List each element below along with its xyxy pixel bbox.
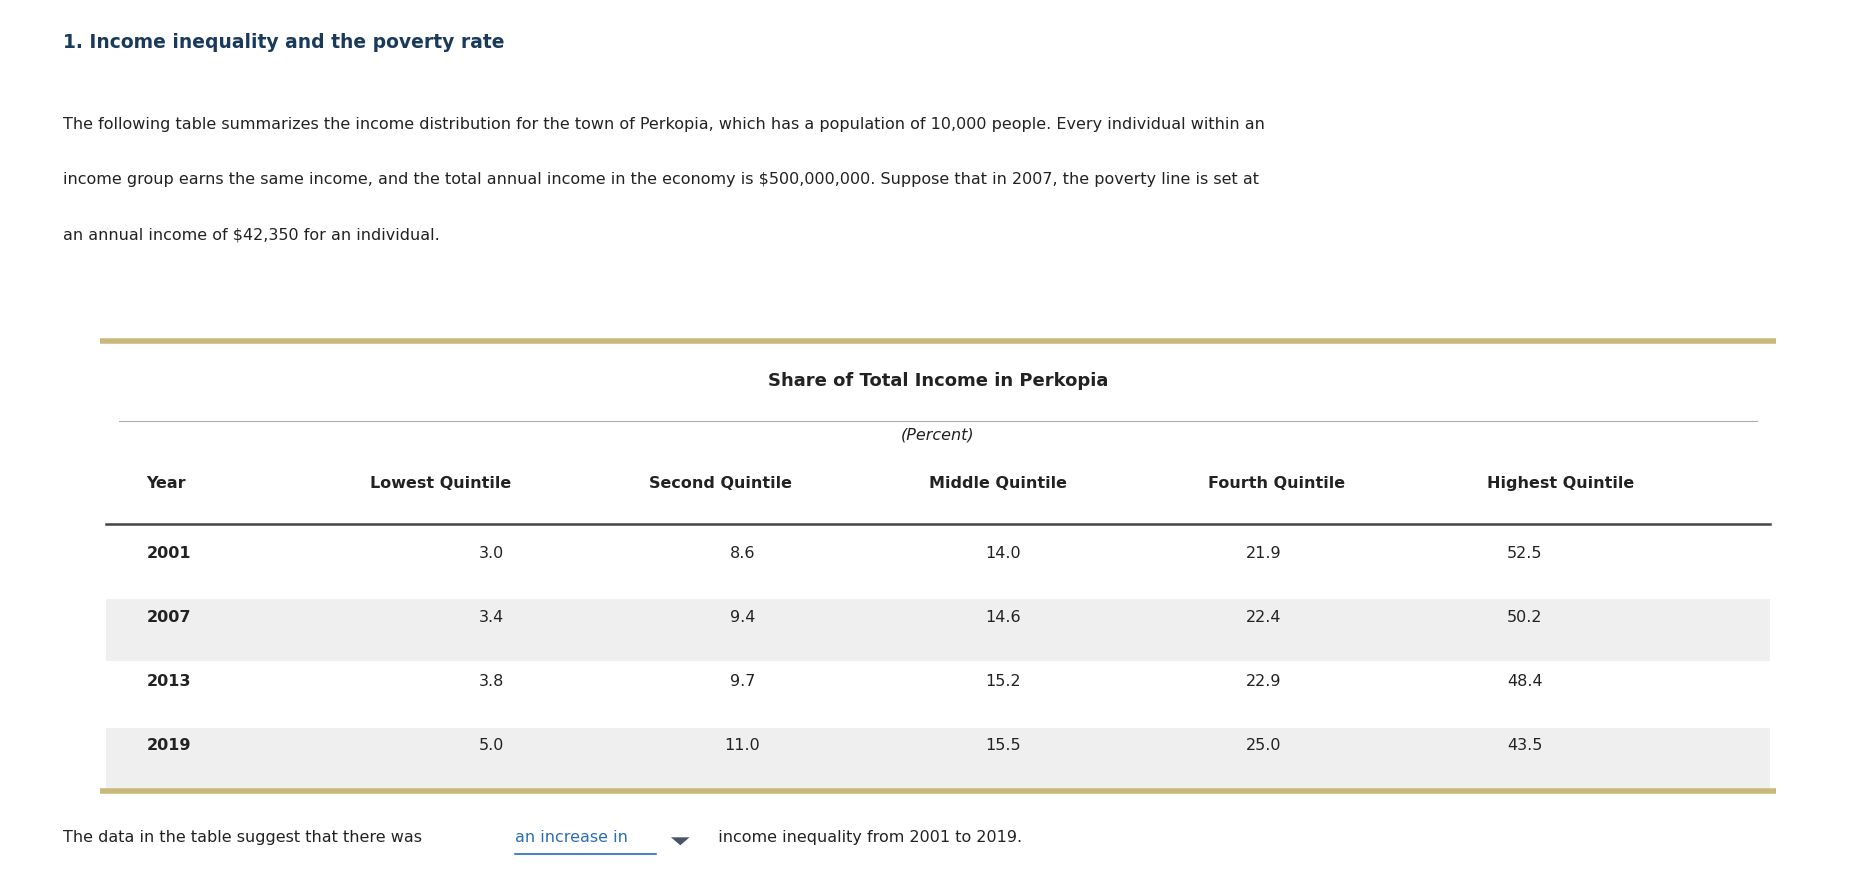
Text: 14.0: 14.0 [985,545,1021,561]
Text: an annual income of $42,350 for an individual.: an annual income of $42,350 for an indiv… [62,228,439,243]
Text: 22.4: 22.4 [1246,610,1281,625]
Text: 15.2: 15.2 [985,674,1021,689]
Bar [105,599,1771,661]
Text: income inequality from 2001 to 2019.: income inequality from 2001 to 2019. [709,830,1022,845]
Text: 43.5: 43.5 [1506,738,1542,754]
Text: Share of Total Income in Perkopia: Share of Total Income in Perkopia [767,372,1109,390]
Text: The following table summarizes the income distribution for the town of Perkopia,: The following table summarizes the incom… [62,117,1264,132]
Text: 9.4: 9.4 [730,610,756,625]
Text: 50.2: 50.2 [1506,610,1542,625]
Text: income group earns the same income, and the total annual income in the economy i: income group earns the same income, and … [62,173,1259,188]
Text: 25.0: 25.0 [1246,738,1281,754]
Bar [105,728,1771,789]
Text: 14.6: 14.6 [985,610,1021,625]
Text: an increase in: an increase in [516,830,628,845]
Text: 8.6: 8.6 [730,545,756,561]
Text: 9.7: 9.7 [730,674,756,689]
Text: 2013: 2013 [146,674,191,689]
Text: 5.0: 5.0 [478,738,505,754]
Text: 3.0: 3.0 [478,545,505,561]
Text: 3.8: 3.8 [478,674,505,689]
Text: 1. Income inequality and the poverty rate: 1. Income inequality and the poverty rat… [62,33,505,53]
Text: 21.9: 21.9 [1246,545,1281,561]
Text: (Percent): (Percent) [900,427,976,443]
Polygon shape [672,838,690,845]
Text: 3.4: 3.4 [478,610,505,625]
Text: 2007: 2007 [146,610,191,625]
Text: Middle Quintile: Middle Quintile [929,476,1067,491]
Text: 22.9: 22.9 [1246,674,1281,689]
Text: Lowest Quintile: Lowest Quintile [370,476,512,491]
Text: Fourth Quintile: Fourth Quintile [1208,476,1345,491]
Text: 52.5: 52.5 [1506,545,1542,561]
Text: Second Quintile: Second Quintile [649,476,792,491]
Text: 2019: 2019 [146,738,191,754]
Text: Highest Quintile: Highest Quintile [1488,476,1634,491]
Text: Year: Year [146,476,186,491]
Text: 11.0: 11.0 [724,738,760,754]
Text: 15.5: 15.5 [985,738,1021,754]
Text: The data in the table suggest that there was: The data in the table suggest that there… [62,830,428,845]
Text: 48.4: 48.4 [1506,674,1542,689]
Text: 2001: 2001 [146,545,191,561]
